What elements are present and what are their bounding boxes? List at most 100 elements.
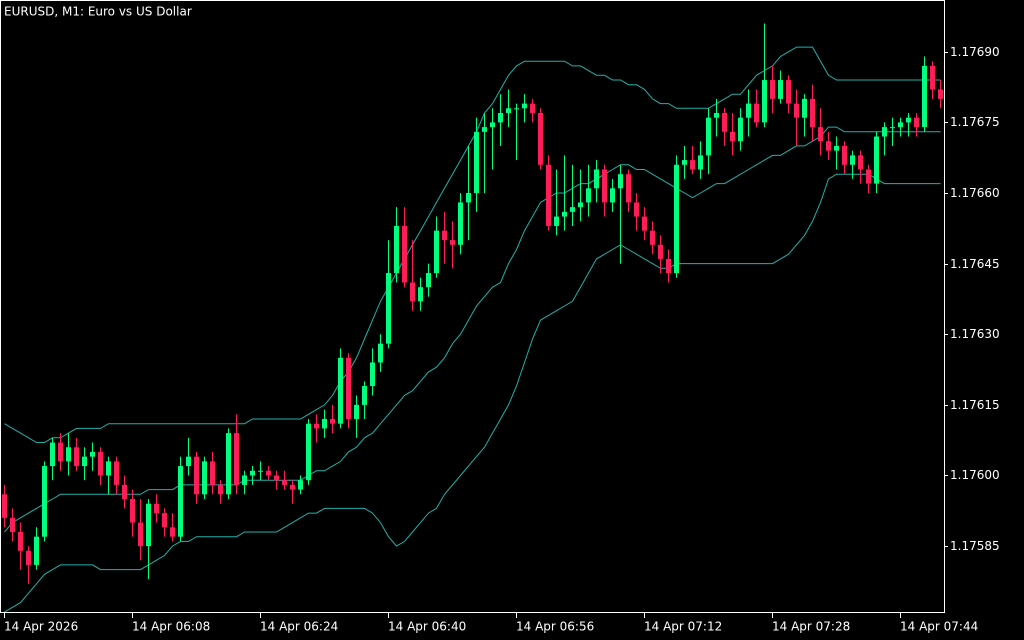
candle-body [538,112,543,165]
candle-body [298,480,303,490]
candle-body [778,80,783,99]
candle-body [922,65,927,128]
candle-body [266,470,271,476]
candle-body [482,127,487,132]
candle-body [114,461,119,485]
candle-body [26,550,31,565]
candle-body [330,418,335,424]
candle-body [42,466,47,537]
candle-body [498,112,503,123]
x-tick-label: 14 Apr 2026 [4,620,78,634]
candle-body [250,470,255,476]
candle-body [474,131,479,194]
candle-body [570,207,575,212]
candle-body [794,103,799,118]
candle-body [210,461,215,485]
candle-body [562,211,567,217]
candle-body [362,386,367,405]
candle-body [98,451,103,476]
candle-body [722,112,727,132]
candle-body [354,404,359,419]
candle-body [218,484,223,495]
candle-body [626,174,631,203]
candle-body [458,202,463,245]
candle-body [290,484,295,490]
candle-body [762,80,767,123]
candle-body [274,475,279,481]
candle-body [130,499,135,523]
candle-body [386,273,391,344]
candle-body [594,169,599,189]
y-tick-label: 1.17600 [950,468,1000,482]
y-tick-label: 1.17615 [950,398,1000,412]
candle-body [874,136,879,184]
candle-body [546,164,551,226]
candle-body [162,513,167,528]
candle-body [322,418,327,429]
candle-body [610,188,615,203]
y-tick-label: 1.17690 [950,45,1000,59]
candle-body [226,433,231,495]
candle-body [850,155,855,165]
candle-body [378,343,383,363]
candle-body [18,531,23,551]
candle-body [58,442,63,462]
y-tick-label: 1.17645 [950,257,1000,271]
candle-body [410,282,415,302]
candle-body [370,362,375,387]
candle-body [650,230,655,245]
candle-body [882,127,887,137]
candle-body [842,145,847,165]
candle-body [2,494,7,518]
candle-body [314,423,319,429]
candle-body [146,503,151,547]
candle-body [66,447,71,462]
x-tick-label: 14 Apr 07:12 [644,620,722,634]
candle-body [10,517,15,532]
candle-body [890,127,895,129]
candle-body [866,169,871,184]
candle-body [242,475,247,485]
x-tick-label: 14 Apr 06:08 [132,620,210,634]
y-tick-label: 1.17585 [950,539,1000,553]
candle-body [930,65,935,90]
candle-body [834,145,839,151]
candle-body [234,433,239,485]
candle-body [90,451,95,457]
candle-body [906,117,911,123]
candle-body [786,80,791,104]
candle-body [810,98,815,128]
candle-body [754,103,759,123]
y-tick-label: 1.17630 [950,327,1000,341]
candle-body [530,103,535,113]
candle-body [714,112,719,118]
candle-body [50,442,55,467]
candle-body [674,164,679,274]
candle-body [74,447,79,467]
candle-body [522,103,527,109]
candle-body [106,461,111,476]
candle-body [698,155,703,170]
candle-body [306,423,311,481]
x-tick-label: 14 Apr 06:56 [516,620,594,634]
candle-body [138,522,143,547]
candle-body [802,98,807,118]
candle-body [746,103,751,118]
x-tick-label: 14 Apr 06:24 [260,620,338,634]
candle-body [122,484,127,500]
candle-body [682,160,687,165]
candle-body [442,230,447,241]
candle-body [34,536,39,565]
candle-body [826,141,831,151]
candle-body [178,466,183,537]
candle-body [914,117,919,128]
candle-body [602,169,607,203]
candle-body [642,216,647,231]
candle-body [770,80,775,99]
x-tick-label: 14 Apr 07:28 [772,620,850,634]
candle-body [418,287,423,302]
candle-body [426,273,431,288]
candle-body [466,193,471,203]
